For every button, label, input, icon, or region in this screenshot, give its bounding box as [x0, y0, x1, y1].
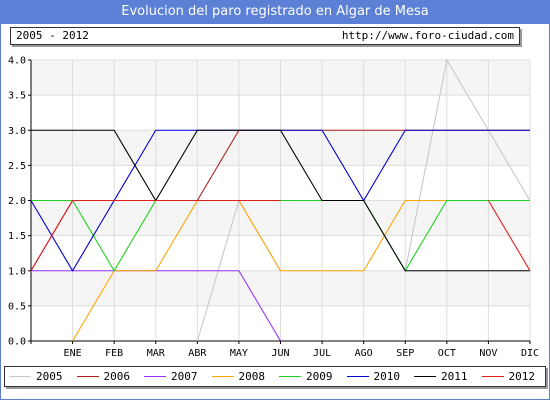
x-tick-label: MAY	[230, 348, 248, 359]
legend-swatch	[211, 376, 234, 377]
x-tick-label: MAR	[147, 348, 166, 359]
legend-label: 2009	[306, 370, 333, 383]
x-tick-label: JUL	[313, 348, 331, 359]
legend: 2005 2006 2007 2008 2009 2010 2011 2012	[4, 366, 546, 387]
legend-label: 2012	[508, 370, 536, 383]
y-tick-label: 0.5	[8, 301, 26, 312]
x-tick-label: ABR	[188, 348, 207, 359]
y-tick-label: 2.0	[8, 196, 26, 207]
info-bar: 2005 - 2012 http://www.foro-ciudad.com	[10, 27, 520, 45]
y-tick-label: 0.0	[8, 337, 26, 348]
x-tick-label: OCT	[438, 348, 456, 359]
series-line-2011	[31, 129, 530, 272]
legend-swatch	[144, 376, 166, 377]
series-line-2012	[30, 199, 531, 272]
legend-swatch	[346, 376, 369, 377]
legend-label: 2006	[103, 370, 131, 383]
y-tick-label: 3.5	[8, 91, 26, 102]
chart-title: Evolucion del paro registrado en Algar d…	[0, 0, 550, 24]
y-tick-label: 2.5	[8, 161, 26, 172]
x-tick-label: ENE	[64, 348, 82, 359]
legend-label: 2010	[373, 370, 401, 383]
x-tick-label: FEB	[105, 348, 123, 359]
legend-swatch	[414, 376, 436, 377]
x-tick-label: NOV	[479, 348, 497, 359]
x-tick-label: DIC	[521, 348, 539, 359]
x-tick-label: JUN	[271, 348, 289, 359]
x-tick-label: AGO	[355, 348, 373, 359]
legend-swatch	[76, 376, 99, 377]
x-tick-label: SEP	[396, 348, 414, 359]
source-url: http://www.foro-ciudad.com	[341, 29, 514, 42]
legend-swatch	[481, 376, 504, 377]
period-label: 2005 - 2012	[16, 29, 89, 42]
y-tick-label: 1.0	[8, 266, 26, 277]
legend-label: 2008	[238, 370, 266, 383]
y-tick-label: 1.5	[8, 231, 26, 242]
y-tick-label: 4.0	[8, 56, 26, 67]
legend-label: 2005	[36, 370, 63, 383]
legend-label: 2011	[441, 370, 468, 383]
legend-label: 2007	[171, 370, 198, 383]
y-tick-label: 3.0	[8, 126, 26, 137]
legend-swatch	[279, 376, 301, 377]
legend-swatch	[9, 376, 31, 377]
